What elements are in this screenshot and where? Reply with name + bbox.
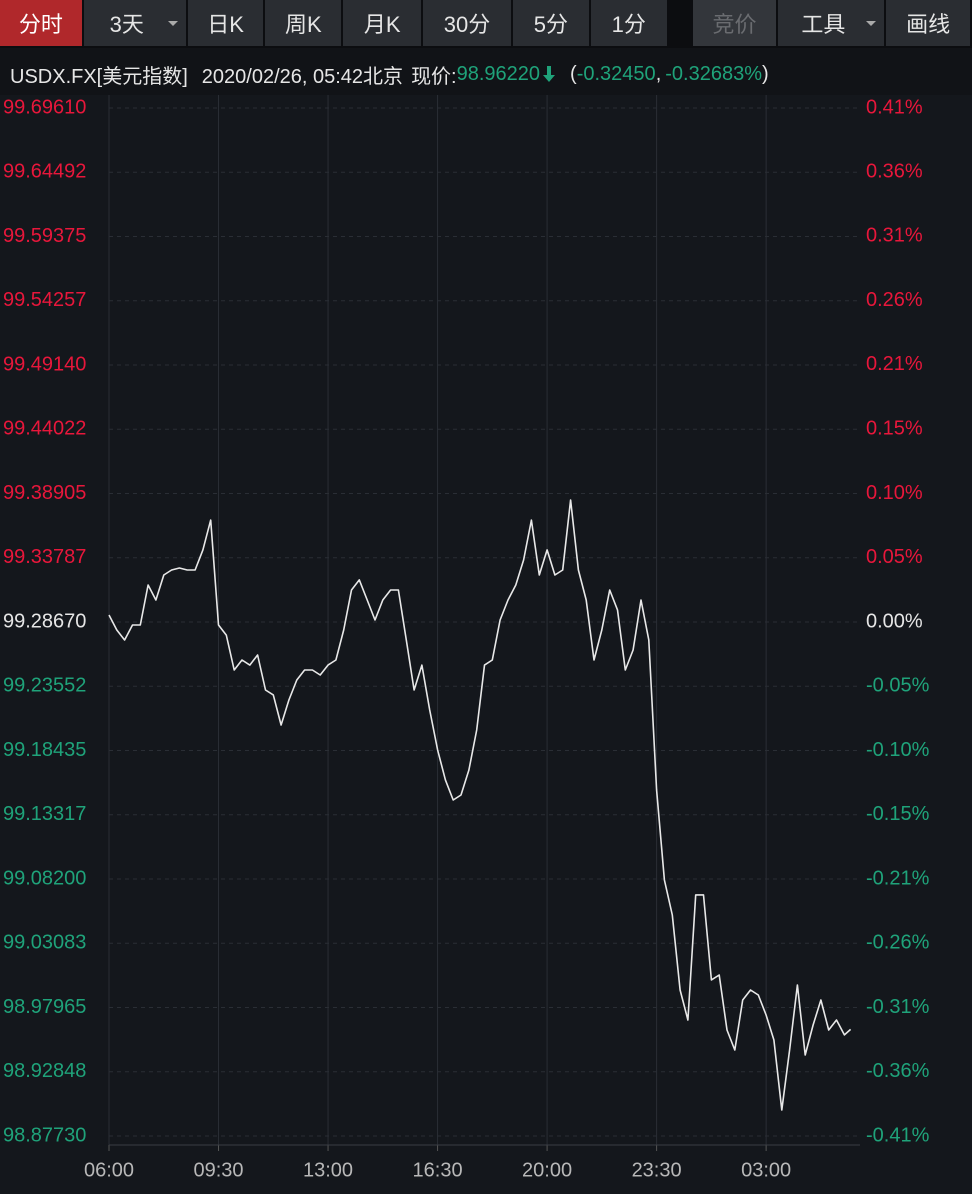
y-tick-label: 99.23552	[3, 675, 86, 697]
down-arrow	[543, 66, 556, 82]
y-tick-label: 99.64492	[3, 161, 86, 183]
tab-label: 分时	[18, 12, 63, 37]
toolbar: 分时 3天 日K 周K 月K 30分 5分 1分 竞价 工具 画线	[0, 0, 972, 48]
y2-tick-label: 0.26%	[866, 289, 923, 311]
tab-label: 1分	[611, 12, 646, 37]
y2-tick-label: -0.26%	[866, 932, 930, 954]
dropdown-icon	[167, 21, 178, 26]
tab[interactable]: 5分	[512, 0, 589, 46]
x-tick-label: 09:30	[193, 1159, 243, 1181]
y2-tick-label: 0.36%	[866, 160, 923, 182]
tab: 竞价	[692, 0, 777, 46]
y-tick-label: 98.92848	[3, 1060, 86, 1082]
tab-label: 日K	[207, 12, 244, 37]
y2-tick-label: -0.41%	[866, 1124, 930, 1146]
x-tick-label: 23:30	[632, 1159, 682, 1181]
tab-label: 3天	[109, 12, 144, 37]
y-tick-label: 99.69610	[3, 96, 86, 118]
tab-label: 画线	[906, 12, 951, 37]
plot-background	[0, 95, 972, 1194]
x-tick-label: 13:00	[303, 1159, 353, 1181]
header-text: ,	[655, 62, 662, 85]
tab-label: 30分	[443, 12, 491, 37]
y2-tick-label: 0.21%	[866, 353, 923, 375]
tab[interactable]: 1分	[590, 0, 667, 46]
x-tick-label: 20:00	[522, 1159, 572, 1181]
header-text: USDX.FX[美元指数]	[10, 65, 188, 88]
dropdown-icon	[866, 21, 877, 26]
y-tick-label: 98.87730	[3, 1124, 86, 1146]
tab[interactable]: 工具	[778, 0, 885, 46]
y2-tick-label: -0.36%	[866, 1060, 930, 1082]
y-tick-label: 98.97965	[3, 996, 86, 1018]
header-text: 98.96220	[456, 62, 541, 85]
y-tick-label: 99.13317	[3, 803, 86, 825]
header-text: -0.32450	[576, 62, 656, 85]
y-tick-label: 99.33787	[3, 546, 86, 568]
y-tick-label: 99.18435	[3, 739, 86, 761]
quote-header: USDX.FX[美元指数] 2020/02/26, 05:42北京 现价: 98.96…	[10, 56, 769, 92]
tab[interactable]: 分时	[0, 0, 82, 46]
y-tick-label: 99.49140	[3, 353, 86, 375]
y2-tick-label: 0.41%	[866, 96, 923, 118]
tab[interactable]: 30分	[423, 0, 511, 46]
header-text: 现价:	[411, 65, 457, 88]
y-tick-label: 99.08200	[3, 867, 86, 889]
y-tick-label: 99.03083	[3, 932, 86, 954]
tab-label: 月K	[363, 12, 401, 37]
tab-label: 竞价	[712, 12, 757, 37]
tab-label: 周K	[285, 12, 322, 37]
price-line	[108, 499, 852, 1111]
y-tick-label: 99.59375	[3, 225, 86, 247]
header-text: (	[570, 62, 577, 85]
y-tick-label: 99.54257	[3, 289, 86, 311]
y2-tick-label: -0.10%	[866, 739, 930, 761]
tab[interactable]: 日K	[187, 0, 264, 46]
y-tick-label: 99.28670	[3, 610, 86, 632]
y2-tick-label: -0.21%	[866, 867, 930, 889]
x-tick-label: 16:30	[413, 1159, 463, 1181]
y-tick-label: 99.38905	[3, 482, 86, 504]
y2-tick-label: -0.15%	[866, 803, 930, 825]
tab-label: 5分	[533, 12, 568, 37]
tab[interactable]: 画线	[886, 0, 971, 46]
x-tick-label: 03:00	[741, 1159, 791, 1181]
tab[interactable]: 3天	[83, 0, 186, 46]
y2-tick-label: 0.05%	[866, 546, 923, 568]
header-text: )	[762, 62, 769, 85]
y2-tick-label: 0.10%	[866, 482, 923, 504]
y2-tick-label: -0.31%	[866, 996, 930, 1018]
tab-label: 工具	[801, 12, 846, 37]
x-tick-label: 06:00	[84, 1159, 134, 1181]
y2-tick-label: -0.05%	[866, 674, 930, 696]
y2-tick-label: 0.31%	[866, 225, 923, 247]
y2-tick-label: 0.15%	[866, 418, 923, 440]
y2-tick-label: 0.00%	[866, 610, 923, 632]
tab[interactable]: 月K	[343, 0, 422, 46]
y-tick-label: 99.44022	[3, 418, 86, 440]
header-text: 2020/02/26, 05:42北京	[201, 65, 404, 88]
header-text: -0.32683%	[665, 62, 762, 85]
tab[interactable]: 周K	[265, 0, 342, 46]
